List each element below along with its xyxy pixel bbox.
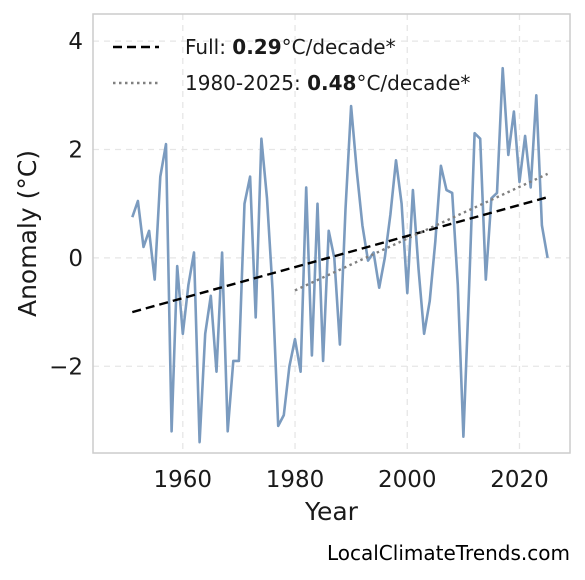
anomaly-series-line bbox=[131, 66, 549, 444]
legend-rate: 0.48 bbox=[307, 71, 356, 95]
trend-line-1980-2025 bbox=[294, 172, 549, 292]
legend-suffix: °C/decade* bbox=[356, 71, 470, 95]
y-tick-labels: −2 0 2 4 bbox=[49, 29, 83, 380]
y-tick-label: −2 bbox=[49, 354, 83, 380]
series-layer bbox=[131, 66, 549, 444]
grid bbox=[93, 14, 570, 453]
y-axis-label: Anomaly (°C) bbox=[13, 150, 42, 317]
plot-frame bbox=[92, 13, 571, 454]
legend-entry-full: Full: 0.29°C/decade* bbox=[185, 35, 396, 59]
x-tick-label: 1980 bbox=[266, 467, 325, 493]
x-tick-label: 1960 bbox=[154, 467, 213, 493]
x-tick-label: 2000 bbox=[378, 467, 437, 493]
x-tick-label: 2020 bbox=[490, 467, 549, 493]
x-tick-labels: 1960 1980 2000 2020 bbox=[154, 467, 549, 493]
y-tick-label: 2 bbox=[68, 137, 83, 163]
source-credit: LocalClimateTrends.com bbox=[327, 541, 570, 565]
trend-line-full bbox=[131, 196, 548, 314]
legend-prefix: 1980-2025: bbox=[185, 71, 307, 95]
legend-suffix: °C/decade* bbox=[282, 35, 396, 59]
x-axis-label: Year bbox=[304, 497, 359, 526]
legend-prefix: Full: bbox=[185, 35, 232, 59]
legend: Full: 0.29°C/decade* 1980-2025: 0.48°C/d… bbox=[113, 35, 470, 95]
y-tick-label: 4 bbox=[68, 29, 83, 55]
y-tick-label: 0 bbox=[68, 246, 83, 272]
legend-entry-1980-2025: 1980-2025: 0.48°C/decade* bbox=[185, 71, 470, 95]
legend-rate: 0.29 bbox=[232, 35, 281, 59]
